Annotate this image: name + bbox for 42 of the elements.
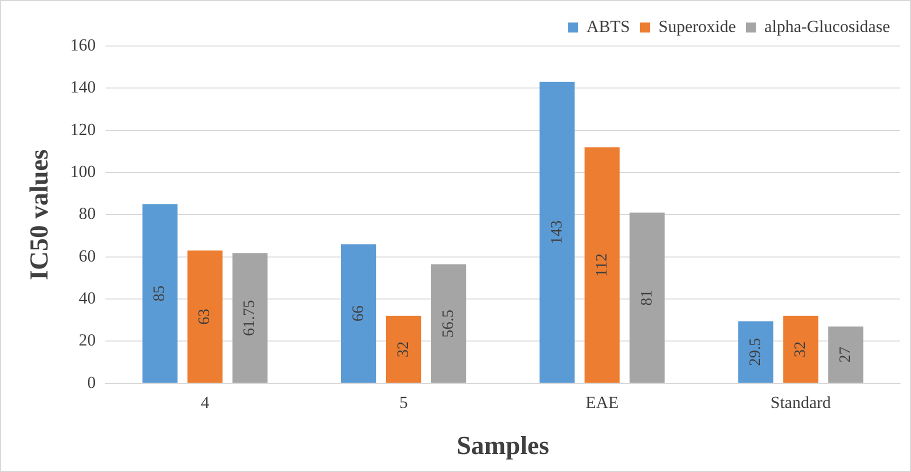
data-label: 29.5 — [746, 338, 764, 366]
y-tick-label: 160 — [70, 35, 96, 54]
data-label: 112 — [593, 253, 610, 277]
data-label: 143 — [548, 220, 566, 244]
y-tick-label: 80 — [78, 204, 96, 224]
data-label: 27 — [836, 346, 854, 363]
bar — [386, 316, 422, 383]
bar — [540, 82, 575, 383]
legend-label: alpha-Glucosidase — [764, 16, 890, 36]
bar — [584, 147, 620, 383]
y-tick-label: 0 — [87, 372, 96, 392]
bar — [187, 250, 223, 383]
data-label: 63 — [196, 308, 214, 325]
y-tick-label: 120 — [70, 120, 96, 139]
x-tick-label: Standard — [770, 393, 832, 412]
legend-label: Superoxide — [658, 16, 736, 36]
bar — [630, 212, 665, 383]
bar — [783, 316, 818, 383]
data-label: 56.5 — [440, 310, 457, 338]
x-axis-title: Samples — [456, 431, 550, 460]
data-label: 32 — [394, 341, 412, 358]
y-tick-label: 40 — [78, 288, 96, 308]
data-label: 66 — [350, 306, 367, 322]
y-tick-label: 100 — [70, 162, 96, 181]
x-tick-label: 4 — [200, 393, 210, 412]
bar — [828, 326, 864, 383]
y-tick-label: 60 — [78, 246, 96, 266]
data-label: 32 — [792, 341, 809, 358]
data-label: 61.75 — [241, 300, 258, 336]
bar — [341, 244, 376, 383]
bar — [232, 253, 268, 383]
data-label: 85 — [151, 286, 168, 302]
bar — [142, 204, 178, 383]
bar — [738, 321, 774, 383]
x-tick-label: 5 — [399, 393, 408, 412]
legend-label: ABTS — [586, 16, 630, 36]
y-tick-label: 140 — [70, 78, 96, 97]
x-tick-label: EAE — [586, 393, 619, 412]
y-axis-title: IC50 values — [24, 149, 54, 280]
data-label: 81 — [638, 290, 656, 306]
bar — [431, 264, 466, 383]
y-tick-label: 20 — [78, 330, 96, 350]
